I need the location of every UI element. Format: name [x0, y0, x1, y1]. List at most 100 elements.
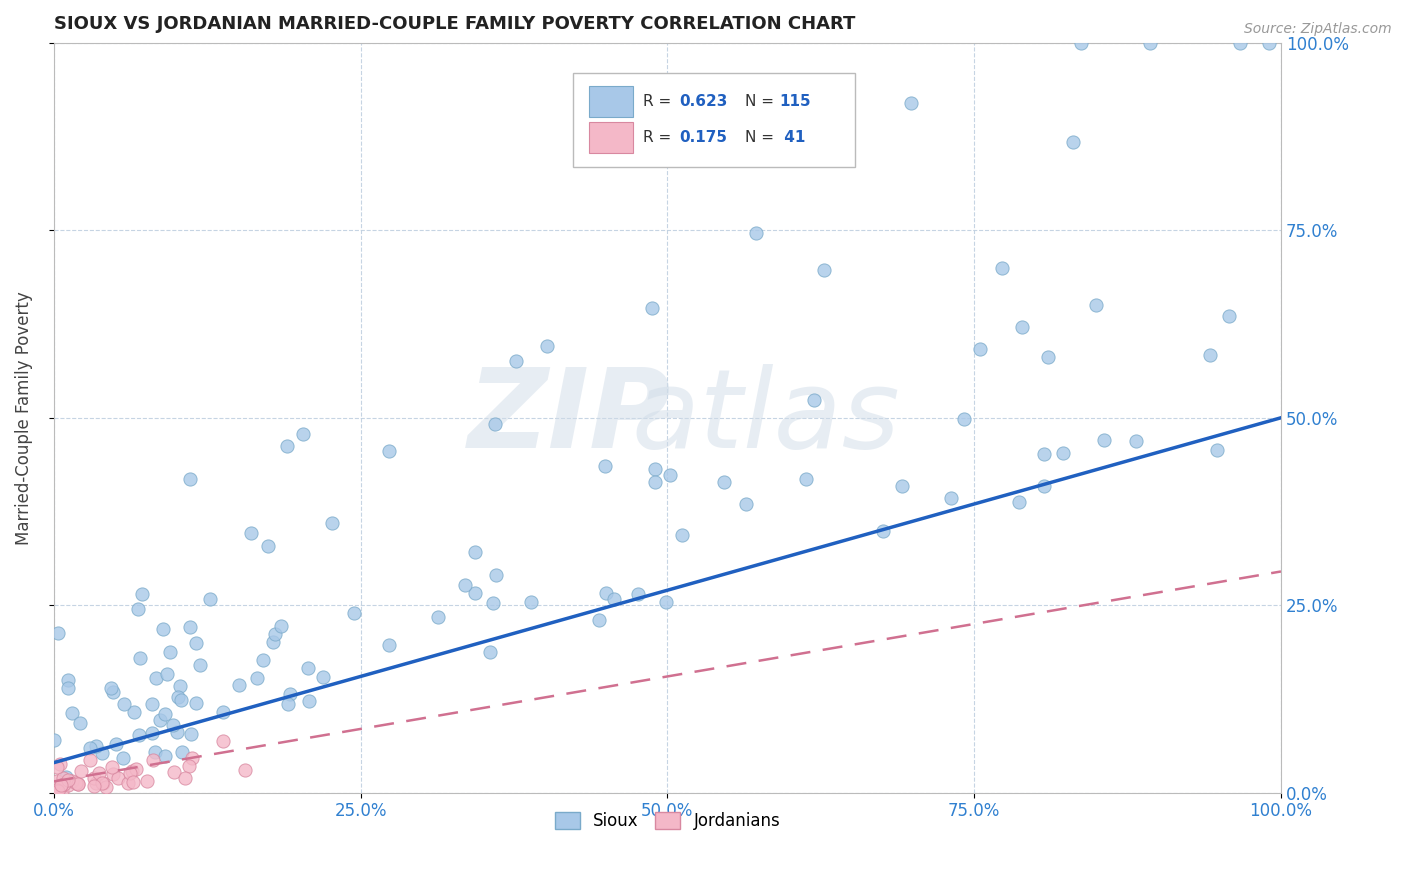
- Point: [240, 525, 263, 540]
- FancyBboxPatch shape: [572, 73, 855, 167]
- Point: [735, 497, 758, 511]
- Point: [51, 778, 73, 792]
- Point: [105, 737, 128, 751]
- Point: [62, 774, 84, 789]
- Point: [60, 706, 83, 720]
- Point: [49, 757, 72, 772]
- Point: [170, 745, 193, 759]
- Point: [941, 491, 963, 506]
- Point: [1229, 36, 1251, 50]
- Point: [658, 468, 681, 483]
- Point: [378, 638, 401, 652]
- Text: 115: 115: [779, 94, 811, 109]
- Point: [1007, 495, 1029, 509]
- Point: [505, 354, 527, 368]
- Point: [79, 753, 101, 767]
- Point: [156, 666, 179, 681]
- Point: [900, 95, 922, 110]
- Point: [169, 679, 191, 693]
- Point: [153, 707, 176, 722]
- Point: [1033, 448, 1056, 462]
- Point: [291, 427, 314, 442]
- Point: [163, 764, 186, 779]
- Point: [263, 627, 285, 641]
- Point: [66, 777, 89, 791]
- Point: [211, 705, 233, 719]
- Point: [891, 479, 914, 493]
- Text: atlas: atlas: [631, 364, 900, 471]
- Point: [953, 412, 976, 426]
- Point: [100, 681, 122, 696]
- Point: [233, 764, 256, 778]
- Point: [228, 678, 250, 692]
- Point: [644, 461, 666, 475]
- Point: [131, 587, 153, 601]
- Point: [127, 602, 149, 616]
- Text: 41: 41: [779, 130, 806, 145]
- Point: [186, 636, 208, 650]
- Point: [153, 748, 176, 763]
- Point: [1125, 434, 1147, 448]
- Point: [51, 772, 73, 786]
- Point: [174, 772, 197, 786]
- Point: [143, 745, 166, 759]
- Point: [1070, 36, 1092, 50]
- Point: [83, 772, 105, 786]
- Point: [149, 713, 172, 727]
- Point: [312, 670, 335, 684]
- Point: [56, 681, 79, 695]
- Point: [211, 734, 233, 748]
- Point: [298, 694, 321, 708]
- Point: [152, 622, 174, 636]
- Point: [91, 776, 114, 790]
- Text: Source: ZipAtlas.com: Source: ZipAtlas.com: [1244, 22, 1392, 37]
- Point: [83, 780, 105, 794]
- Point: [1085, 298, 1108, 312]
- Point: [162, 717, 184, 731]
- Point: [90, 776, 112, 790]
- Point: [45, 760, 67, 774]
- Point: [464, 586, 486, 600]
- Point: [641, 301, 664, 316]
- Point: [262, 634, 284, 648]
- Point: [87, 766, 110, 780]
- Point: [48, 625, 70, 640]
- Point: [655, 595, 678, 609]
- FancyBboxPatch shape: [589, 86, 633, 117]
- Point: [121, 764, 143, 778]
- Point: [122, 705, 145, 719]
- Point: [51, 784, 73, 798]
- Point: [342, 606, 364, 620]
- Point: [803, 393, 825, 408]
- Point: [593, 459, 616, 474]
- Point: [1032, 478, 1054, 492]
- Point: [280, 688, 302, 702]
- Point: [65, 776, 87, 790]
- Point: [644, 475, 666, 489]
- Point: [141, 698, 163, 712]
- Point: [478, 645, 501, 659]
- Point: [58, 673, 80, 688]
- Point: [167, 690, 190, 705]
- Point: [200, 591, 222, 606]
- Point: [485, 568, 508, 582]
- Point: [1218, 310, 1240, 324]
- Point: [177, 759, 200, 773]
- Point: [1052, 445, 1074, 459]
- Point: [166, 725, 188, 739]
- Point: [45, 774, 67, 789]
- Point: [276, 439, 298, 453]
- Point: [794, 472, 817, 486]
- Text: N =: N =: [745, 94, 773, 109]
- Point: [603, 591, 626, 606]
- Point: [56, 778, 79, 792]
- Point: [536, 339, 558, 353]
- Point: [112, 697, 135, 711]
- Point: [84, 775, 107, 789]
- Point: [128, 651, 150, 665]
- Point: [159, 645, 181, 659]
- Point: [990, 260, 1012, 275]
- Point: [1257, 36, 1279, 50]
- Point: [136, 774, 159, 789]
- Point: [252, 653, 274, 667]
